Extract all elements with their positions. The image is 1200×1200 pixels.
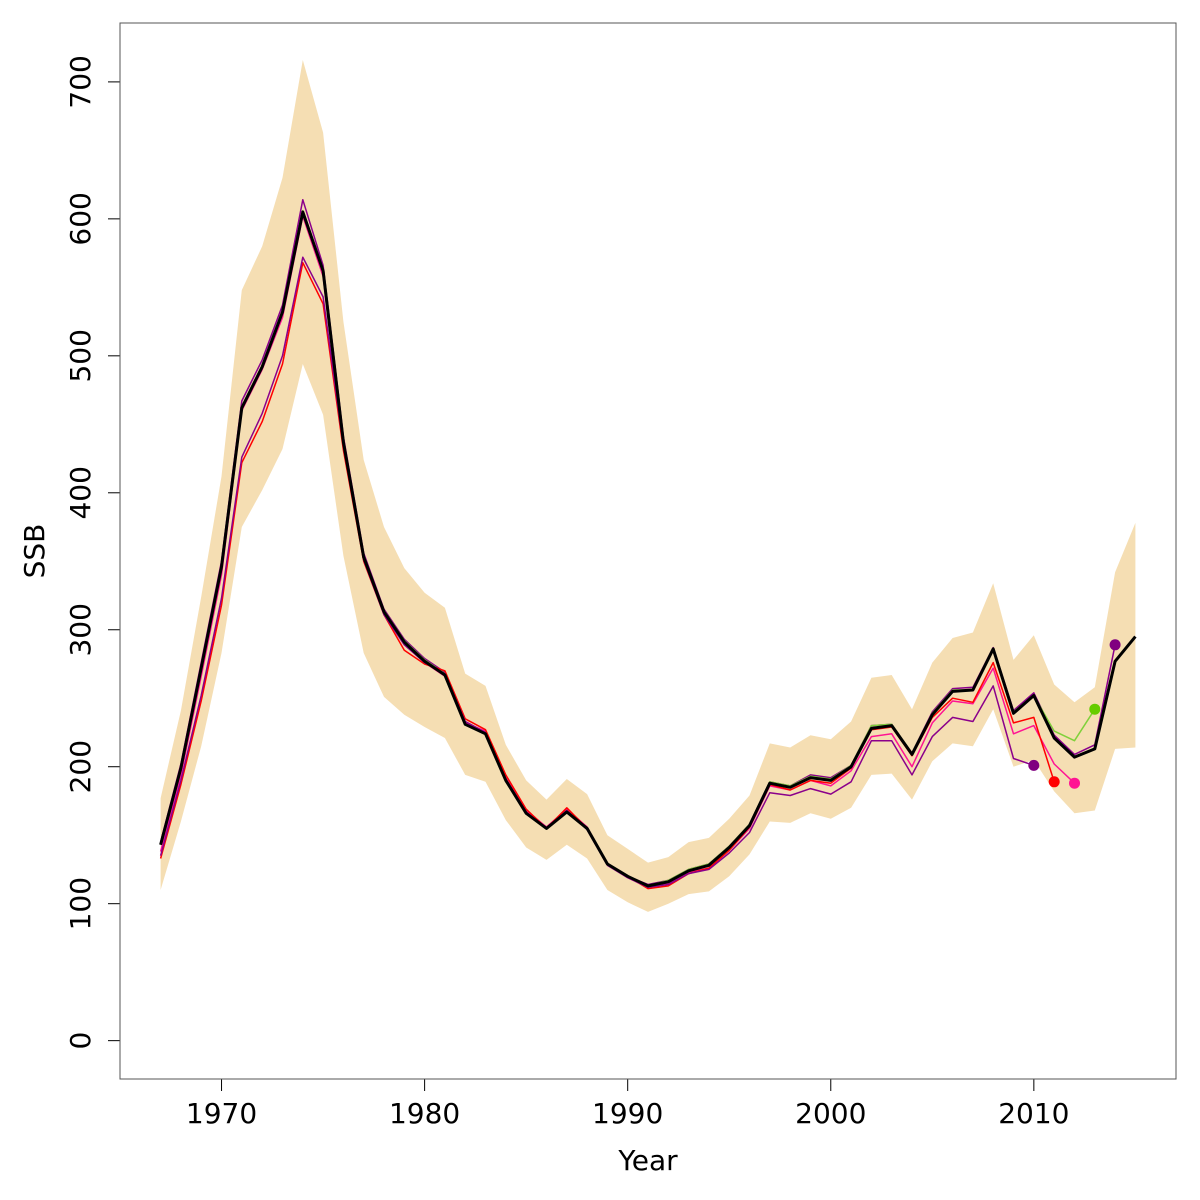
y-tick-label-400: 400 [64, 466, 97, 519]
y-tick-label-300: 300 [64, 603, 97, 656]
series-line-0 [159, 210, 1137, 888]
y-axis-title: SSB [18, 524, 51, 579]
endpoint-markers-layer [1028, 639, 1121, 789]
y-tick-label-100: 100 [64, 877, 97, 930]
y-tick-label-0: 0 [64, 1032, 97, 1050]
confidence-band [160, 60, 1136, 912]
x-tick-label-1980: 1980 [389, 1097, 460, 1130]
endpoint-marker-2012 [1069, 777, 1080, 789]
x-tick-label-2010: 2010 [998, 1097, 1069, 1130]
plot-frame [119, 22, 1177, 1080]
x-tick-label-2000: 2000 [795, 1097, 866, 1130]
endpoint-marker-2013 [1089, 703, 1101, 715]
series-layer [159, 198, 1137, 890]
endpoint-marker-2011 [1048, 776, 1060, 788]
x-axis-title: Year [617, 1144, 678, 1177]
y-tick-label-500: 500 [64, 329, 97, 382]
confidence-band-layer [160, 60, 1136, 912]
y-tick-label-200: 200 [64, 740, 97, 793]
endpoint-marker-2010 [1028, 759, 1040, 771]
y-tick-label-700: 700 [64, 55, 97, 108]
endpoint-marker-2014 [1109, 639, 1121, 651]
axes-layer: 1970 1980 1990 2000 2010 0 100 200 300 400 500 600 7… [64, 55, 1069, 1130]
y-tick-label-600: 600 [64, 192, 97, 245]
x-tick-label-1990: 1990 [592, 1097, 663, 1130]
x-tick-label-1970: 1970 [186, 1097, 257, 1130]
